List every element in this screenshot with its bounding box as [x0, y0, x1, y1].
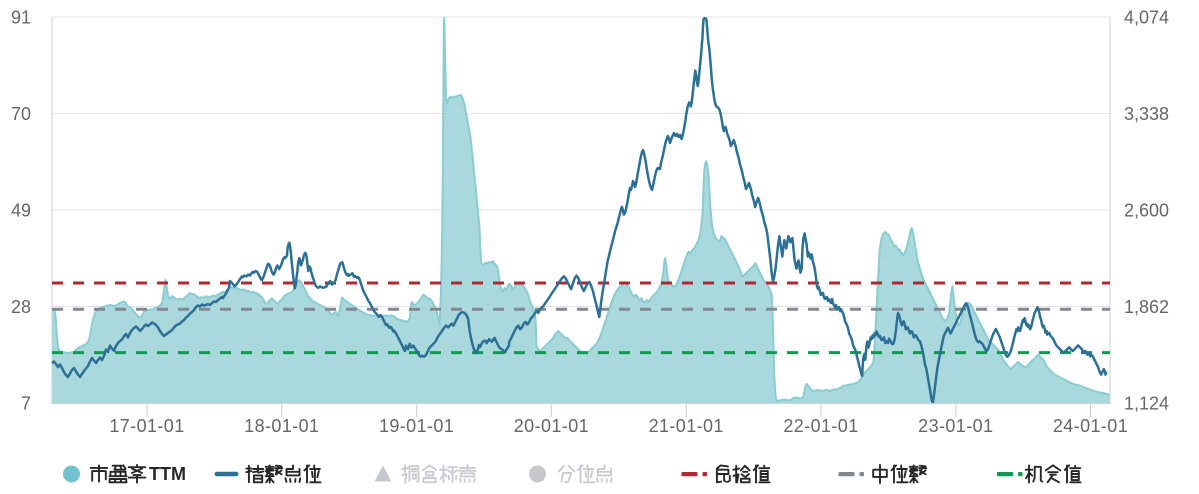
svg-text:49: 49 — [11, 201, 31, 221]
svg-text:23-01-01: 23-01-01 — [918, 416, 993, 436]
svg-text:21-01-01: 21-01-01 — [649, 416, 724, 436]
svg-text:91: 91 — [11, 8, 31, 28]
svg-text:3,338: 3,338 — [1124, 104, 1169, 124]
svg-text:19-01-01: 19-01-01 — [379, 416, 454, 436]
svg-text:4,074: 4,074 — [1124, 8, 1169, 28]
svg-text:22-01-01: 22-01-01 — [783, 416, 858, 436]
svg-text:70: 70 — [11, 104, 31, 124]
svg-text:1,862: 1,862 — [1124, 297, 1169, 317]
svg-text:2,600: 2,600 — [1124, 201, 1169, 221]
svg-text:18-01-01: 18-01-01 — [244, 416, 319, 436]
svg-text:20-01-01: 20-01-01 — [514, 416, 589, 436]
svg-text:7: 7 — [21, 394, 31, 414]
svg-text:28: 28 — [11, 297, 31, 317]
svg-text:24-01-01: 24-01-01 — [1053, 416, 1128, 436]
svg-text:1,124: 1,124 — [1124, 394, 1169, 414]
svg-text:17-01-01: 17-01-01 — [109, 416, 184, 436]
svg-text:TTM: TTM — [149, 464, 186, 484]
